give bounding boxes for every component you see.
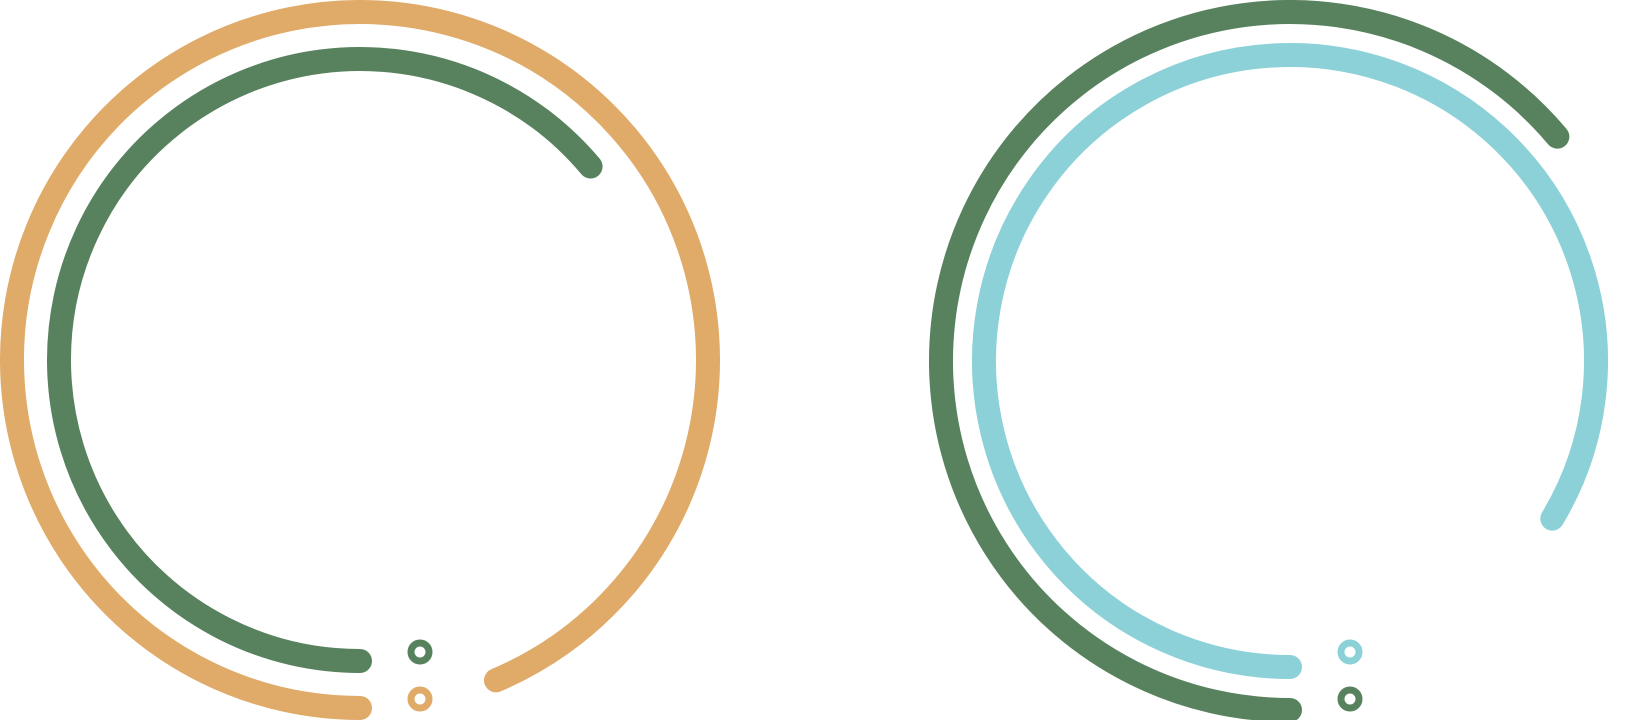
legend-marker-2-1: [1337, 686, 1363, 712]
radial-bar-1-2: [47, 47, 603, 673]
legend-marker-1-1: [407, 686, 433, 712]
radial-chart-1: [0, 0, 720, 720]
legend-marker-1-2: [407, 639, 433, 665]
radial-bar-2-1: [929, 0, 1570, 720]
radial-chart-2: [929, 0, 1608, 720]
radial-bar-2-2: [972, 43, 1608, 679]
legend-marker-2-2: [1337, 639, 1363, 665]
radial-bar-1-1: [0, 0, 720, 720]
